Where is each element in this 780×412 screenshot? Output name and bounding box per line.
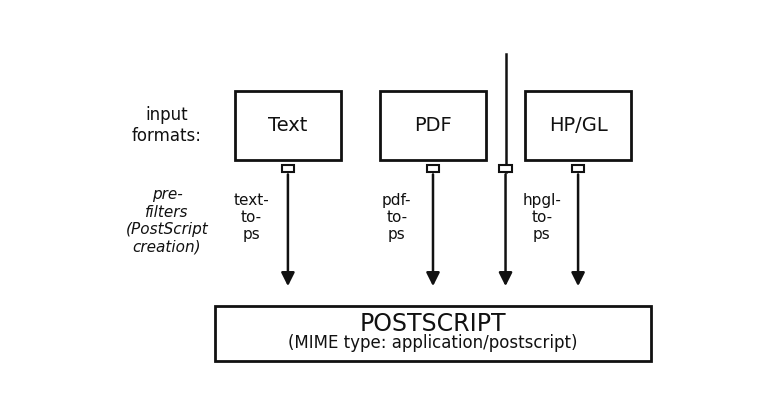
Text: pdf-
to-
ps: pdf- to- ps: [382, 193, 412, 243]
Text: PDF: PDF: [414, 116, 452, 135]
Bar: [572, 165, 584, 171]
Bar: [235, 91, 341, 161]
Bar: [282, 165, 294, 171]
Text: POSTSCRIPT: POSTSCRIPT: [360, 312, 506, 337]
Bar: [525, 91, 631, 161]
Text: text-
to-
ps: text- to- ps: [234, 193, 270, 243]
Text: Text: Text: [268, 116, 307, 135]
Text: input
formats:: input formats:: [132, 106, 202, 145]
Text: hpgl-
to-
ps: hpgl- to- ps: [523, 193, 562, 243]
Text: (MIME type: application/postscript): (MIME type: application/postscript): [289, 334, 578, 352]
Bar: [380, 91, 486, 161]
Bar: [427, 165, 439, 171]
Bar: [499, 165, 512, 171]
Bar: [215, 306, 651, 361]
Text: pre-
filters
(PostScript
creation): pre- filters (PostScript creation): [126, 187, 208, 254]
Text: HP/GL: HP/GL: [548, 116, 608, 135]
